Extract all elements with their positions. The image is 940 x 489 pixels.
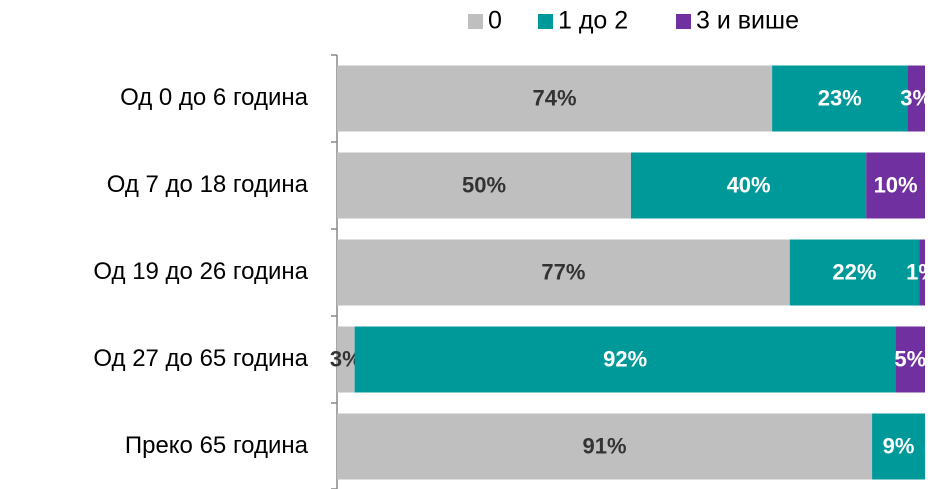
- data-label: 74%: [533, 85, 577, 110]
- bar-segment: [337, 413, 873, 480]
- bar-segment: [337, 65, 773, 132]
- data-label: 10%: [874, 172, 918, 197]
- bar-segment: [872, 413, 925, 480]
- category-label: Од 7 до 18 година: [107, 171, 309, 198]
- data-label: 77%: [541, 259, 585, 284]
- bar-segment: [907, 65, 925, 132]
- bar-segment: [354, 326, 896, 393]
- category-label: Од 19 до 26 година: [93, 258, 308, 285]
- bar-segment: [919, 239, 925, 306]
- data-label: 50%: [462, 172, 506, 197]
- legend-swatch: [468, 14, 483, 29]
- data-label: 40%: [727, 172, 771, 197]
- legend-label: 1 до 2: [558, 7, 628, 35]
- bar-segment: [337, 152, 631, 219]
- legend-label: 3 и више: [696, 7, 799, 35]
- bar-segment: [895, 326, 925, 393]
- bar-segment: [337, 326, 355, 393]
- legend-swatch: [538, 14, 553, 29]
- legend-swatch: [676, 14, 691, 29]
- bar-segment: [866, 152, 925, 219]
- data-label: 92%: [603, 346, 647, 371]
- data-label: 22%: [832, 259, 876, 284]
- data-label: 91%: [583, 433, 627, 458]
- category-label: Од 27 до 65 година: [93, 345, 308, 372]
- bar-segment: [789, 239, 920, 306]
- legend-label: 0: [488, 7, 502, 35]
- data-label: 5%: [894, 346, 926, 371]
- data-label: 23%: [818, 85, 862, 110]
- category-label: Од 0 до 6 година: [120, 84, 309, 111]
- bar-segment: [631, 152, 867, 219]
- category-label: Преко 65 година: [125, 432, 309, 459]
- data-label: 1%: [906, 259, 938, 284]
- bar-segment: [772, 65, 908, 132]
- data-label: 3%: [900, 85, 932, 110]
- data-label: 9%: [883, 433, 915, 458]
- bar-segment: [337, 239, 790, 306]
